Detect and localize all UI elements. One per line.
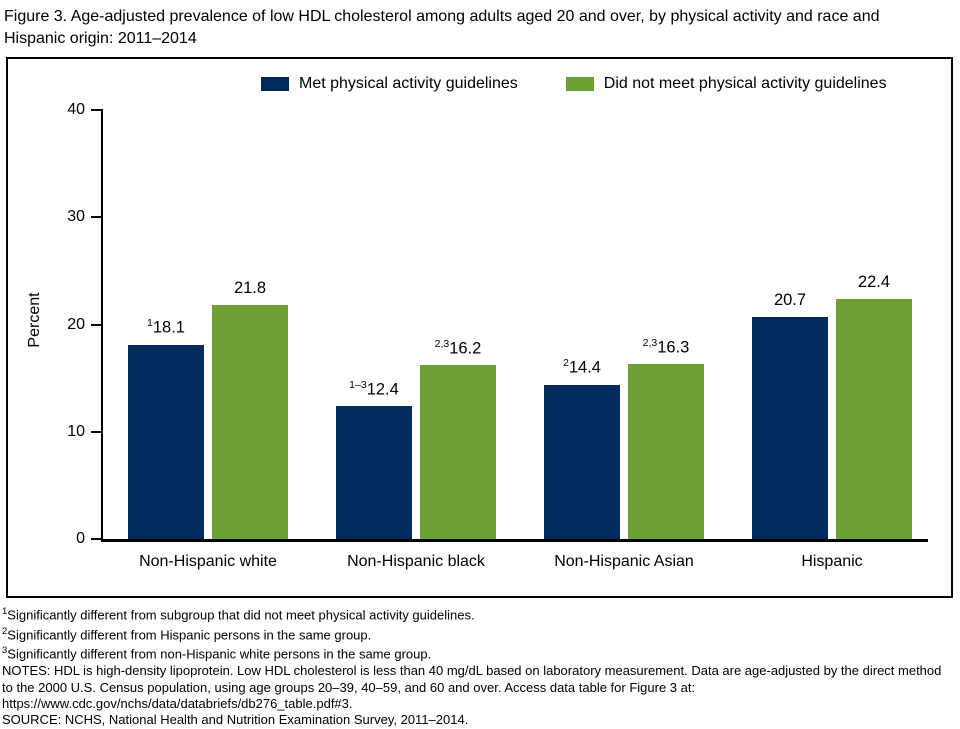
legend-swatch-did-not-meet-guidelines — [565, 77, 594, 91]
bar-not-met-non-hispanic-black — [420, 365, 496, 539]
plot-area: 0 10 20 30 40 118.1 21.8 Non-Hispanic white 1–31… — [67, 101, 928, 570]
footnote-3-marker: 3 — [2, 645, 8, 657]
chart-legend: Met physical activity guidelines Did not… — [261, 75, 887, 93]
footnote-1-text: Significantly different from subgroup th… — [7, 607, 475, 623]
significance-marker: 2 — [563, 357, 569, 370]
y-tick-label-0: 0 — [76, 530, 85, 547]
footnote-2-marker: 2 — [2, 625, 8, 637]
bar-value-label: 1–312.4 — [349, 378, 399, 399]
bar-value-label: 2,316.2 — [434, 337, 482, 358]
footnote-2-text: Significantly different from Hispanic pe… — [7, 627, 372, 643]
notes-text: NOTES: HDL is high-density lipoprotein. … — [2, 663, 942, 712]
x-category-label-hispanic: Hispanic — [801, 553, 863, 570]
footnote-3: 3Significantly different from non-Hispan… — [2, 643, 952, 663]
x-category-label-non-hispanic-black: Non-Hispanic black — [347, 553, 485, 570]
significance-marker: 2,3 — [642, 336, 658, 349]
footnote-1: 1Significantly different from subgroup t… — [2, 604, 952, 624]
significance-marker: 1 — [147, 317, 153, 330]
bar-not-met-hispanic — [836, 298, 912, 539]
footnote-1-marker: 1 — [2, 606, 8, 617]
y-tick-label-10: 10 — [67, 422, 85, 440]
footnote-2: 2Significantly different from Hispanic p… — [2, 624, 952, 644]
bar-value-label: 22.4 — [857, 272, 891, 291]
bar-value-label: 214.4 — [563, 357, 601, 377]
y-tick-0 — [91, 538, 103, 540]
y-tick-30 — [91, 216, 103, 219]
footnote-3-text: Significantly different from non-Hispani… — [7, 646, 432, 662]
bar-value-label: 21.8 — [233, 279, 267, 298]
footnotes-block: 1Significantly different from subgroup t… — [2, 604, 952, 729]
bar-met-non-hispanic-asian — [544, 384, 620, 539]
legend-item-met-guidelines: Met physical activity guidelines — [261, 75, 518, 93]
bar-not-met-non-hispanic-white — [212, 305, 288, 539]
figure-title: Figure 3. Age-adjusted prevalence of low… — [4, 8, 880, 47]
y-tick-label-30: 30 — [67, 208, 85, 226]
y-tick-label-40: 40 — [67, 101, 85, 118]
bar-met-hispanic — [752, 317, 828, 539]
bar-value-label: 20.7 — [773, 291, 807, 309]
bar-not-met-non-hispanic-asian — [628, 364, 704, 539]
legend-label-did-not-meet-guidelines: Did not meet physical activity guideline… — [603, 75, 887, 92]
x-category-label-non-hispanic-white: Non-Hispanic white — [139, 553, 277, 570]
legend-label-met-guidelines: Met physical activity guidelines — [299, 75, 518, 92]
legend-swatch-met-guidelines — [261, 77, 289, 91]
chart-panel: Met physical activity guidelines Did not… — [6, 57, 953, 598]
bar-value-label: 2,316.3 — [642, 336, 690, 357]
bar-met-non-hispanic-black — [336, 406, 412, 539]
significance-marker: 1–3 — [349, 378, 367, 391]
legend-item-did-not-meet-guidelines: Did not meet physical activity guideline… — [565, 75, 887, 93]
y-tick-40 — [91, 109, 103, 111]
bar-met-non-hispanic-white — [128, 344, 204, 539]
y-tick-20 — [91, 323, 103, 326]
significance-marker: 2,3 — [434, 337, 450, 350]
x-category-label-non-hispanic-asian: Non-Hispanic Asian — [554, 553, 694, 570]
y-tick-label-20: 20 — [67, 315, 85, 333]
y-tick-10 — [91, 430, 103, 433]
bar-value-label: 118.1 — [147, 317, 185, 337]
